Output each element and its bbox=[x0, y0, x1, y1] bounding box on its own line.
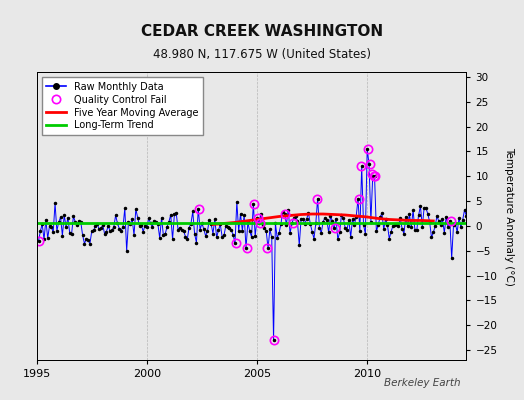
Text: CEDAR CREEK WASHINGTON: CEDAR CREEK WASHINGTON bbox=[141, 24, 383, 39]
Legend: Raw Monthly Data, Quality Control Fail, Five Year Moving Average, Long-Term Tren: Raw Monthly Data, Quality Control Fail, … bbox=[41, 77, 203, 135]
Text: 48.980 N, 117.675 W (United States): 48.980 N, 117.675 W (United States) bbox=[153, 48, 371, 61]
Y-axis label: Temperature Anomaly (°C): Temperature Anomaly (°C) bbox=[504, 146, 514, 286]
Text: Berkeley Earth: Berkeley Earth bbox=[385, 378, 461, 388]
